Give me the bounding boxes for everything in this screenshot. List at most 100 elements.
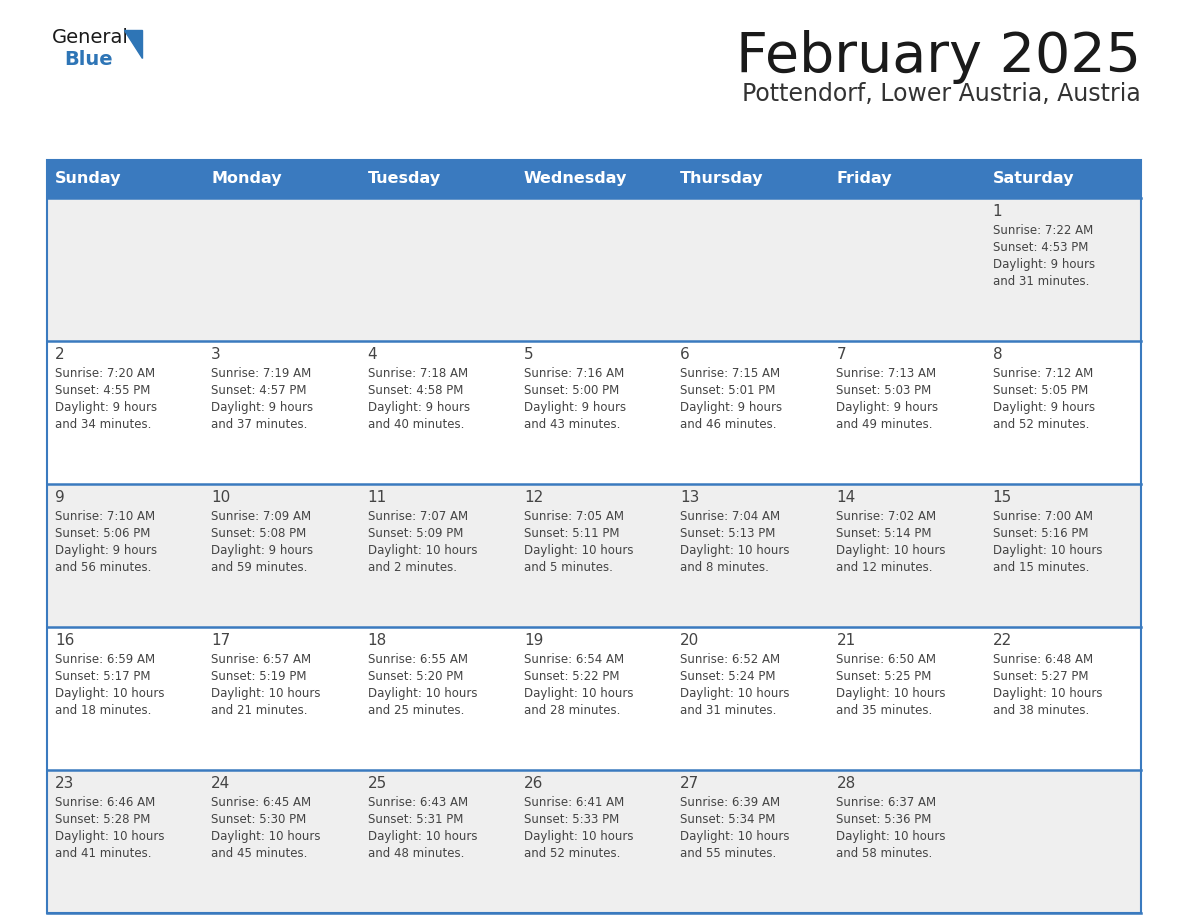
Text: Sunset: 5:33 PM: Sunset: 5:33 PM [524,813,619,826]
Text: Daylight: 9 hours: Daylight: 9 hours [836,401,939,414]
Text: Sunset: 5:31 PM: Sunset: 5:31 PM [367,813,463,826]
Text: and 59 minutes.: and 59 minutes. [211,561,308,574]
Text: and 8 minutes.: and 8 minutes. [681,561,769,574]
Text: 8: 8 [993,347,1003,362]
Text: 6: 6 [681,347,690,362]
Text: Sunrise: 6:41 AM: Sunrise: 6:41 AM [524,796,624,809]
Text: and 34 minutes.: and 34 minutes. [55,418,151,431]
Text: and 46 minutes.: and 46 minutes. [681,418,777,431]
Text: and 5 minutes.: and 5 minutes. [524,561,613,574]
Text: Daylight: 10 hours: Daylight: 10 hours [993,687,1102,700]
Text: Daylight: 10 hours: Daylight: 10 hours [681,687,790,700]
Bar [48,198,1140,341]
Text: Sunset: 5:36 PM: Sunset: 5:36 PM [836,813,931,826]
Text: Daylight: 9 hours: Daylight: 9 hours [524,401,626,414]
Text: Sunset: 5:30 PM: Sunset: 5:30 PM [211,813,307,826]
Text: Sunset: 5:03 PM: Sunset: 5:03 PM [836,384,931,397]
Text: Daylight: 10 hours: Daylight: 10 hours [55,830,164,843]
Text: Sunrise: 6:54 AM: Sunrise: 6:54 AM [524,653,624,666]
Text: 2: 2 [55,347,64,362]
Bar [48,160,1140,913]
Text: Sunrise: 7:13 AM: Sunrise: 7:13 AM [836,367,936,380]
Text: Sunset: 4:58 PM: Sunset: 4:58 PM [367,384,463,397]
Text: Daylight: 10 hours: Daylight: 10 hours [524,687,633,700]
Text: Sunrise: 7:16 AM: Sunrise: 7:16 AM [524,367,624,380]
Text: Sunrise: 6:48 AM: Sunrise: 6:48 AM [993,653,1093,666]
Text: Daylight: 9 hours: Daylight: 9 hours [55,544,157,557]
Text: and 2 minutes.: and 2 minutes. [367,561,456,574]
Text: General: General [52,28,128,47]
Text: Sunset: 5:09 PM: Sunset: 5:09 PM [367,527,463,540]
Text: Sunrise: 7:00 AM: Sunrise: 7:00 AM [993,510,1093,523]
Text: 21: 21 [836,633,855,648]
Text: Sunday: Sunday [55,172,121,186]
Text: Monday: Monday [211,172,282,186]
Text: 20: 20 [681,633,700,648]
Text: Daylight: 10 hours: Daylight: 10 hours [367,830,478,843]
Text: 4: 4 [367,347,378,362]
Text: Sunset: 5:06 PM: Sunset: 5:06 PM [55,527,151,540]
Text: Sunrise: 6:52 AM: Sunrise: 6:52 AM [681,653,781,666]
Text: Pottendorf, Lower Austria, Austria: Pottendorf, Lower Austria, Austria [742,82,1140,106]
Text: 7: 7 [836,347,846,362]
Bar [48,341,1140,484]
Text: Sunrise: 7:12 AM: Sunrise: 7:12 AM [993,367,1093,380]
Bar [48,484,1140,627]
Bar [203,160,360,198]
Text: Sunrise: 6:55 AM: Sunrise: 6:55 AM [367,653,468,666]
Text: 28: 28 [836,776,855,791]
Text: Sunrise: 6:43 AM: Sunrise: 6:43 AM [367,796,468,809]
Text: and 12 minutes.: and 12 minutes. [836,561,933,574]
Text: 16: 16 [55,633,75,648]
Text: and 38 minutes.: and 38 minutes. [993,704,1089,717]
Text: Daylight: 10 hours: Daylight: 10 hours [367,544,478,557]
Text: Daylight: 10 hours: Daylight: 10 hours [211,830,321,843]
Text: 15: 15 [993,490,1012,505]
Text: Sunset: 4:57 PM: Sunset: 4:57 PM [211,384,307,397]
Bar [828,160,985,198]
Text: Daylight: 10 hours: Daylight: 10 hours [524,830,633,843]
Text: and 25 minutes.: and 25 minutes. [367,704,465,717]
Text: Daylight: 10 hours: Daylight: 10 hours [681,544,790,557]
Text: Sunset: 5:19 PM: Sunset: 5:19 PM [211,670,307,683]
Text: Sunset: 4:55 PM: Sunset: 4:55 PM [55,384,151,397]
Text: and 28 minutes.: and 28 minutes. [524,704,620,717]
Text: and 55 minutes.: and 55 minutes. [681,847,777,860]
Text: Daylight: 9 hours: Daylight: 9 hours [993,258,1095,271]
Text: Sunset: 4:53 PM: Sunset: 4:53 PM [993,241,1088,254]
Text: Sunset: 5:14 PM: Sunset: 5:14 PM [836,527,931,540]
Text: and 56 minutes.: and 56 minutes. [55,561,151,574]
Text: and 40 minutes.: and 40 minutes. [367,418,465,431]
Text: Blue: Blue [64,50,113,69]
Text: Sunset: 5:25 PM: Sunset: 5:25 PM [836,670,931,683]
Text: Daylight: 9 hours: Daylight: 9 hours [993,401,1095,414]
Text: Daylight: 9 hours: Daylight: 9 hours [55,401,157,414]
Text: and 52 minutes.: and 52 minutes. [993,418,1089,431]
Text: 10: 10 [211,490,230,505]
Text: Sunset: 5:00 PM: Sunset: 5:00 PM [524,384,619,397]
Text: Sunrise: 7:04 AM: Sunrise: 7:04 AM [681,510,781,523]
Bar [672,160,828,198]
Text: and 58 minutes.: and 58 minutes. [836,847,933,860]
Text: 13: 13 [681,490,700,505]
Text: Sunrise: 7:19 AM: Sunrise: 7:19 AM [211,367,311,380]
Text: 9: 9 [55,490,65,505]
Text: Sunrise: 7:10 AM: Sunrise: 7:10 AM [55,510,156,523]
Text: and 31 minutes.: and 31 minutes. [993,275,1089,288]
Text: Wednesday: Wednesday [524,172,627,186]
Text: Daylight: 10 hours: Daylight: 10 hours [524,544,633,557]
Text: Sunset: 5:24 PM: Sunset: 5:24 PM [681,670,776,683]
Text: Daylight: 10 hours: Daylight: 10 hours [367,687,478,700]
Text: and 48 minutes.: and 48 minutes. [367,847,465,860]
Text: 17: 17 [211,633,230,648]
Text: 5: 5 [524,347,533,362]
Text: Sunrise: 7:18 AM: Sunrise: 7:18 AM [367,367,468,380]
Text: Daylight: 9 hours: Daylight: 9 hours [367,401,469,414]
Text: 25: 25 [367,776,387,791]
Bar [48,160,203,198]
Text: and 35 minutes.: and 35 minutes. [836,704,933,717]
Text: Sunrise: 7:05 AM: Sunrise: 7:05 AM [524,510,624,523]
Text: Sunrise: 6:50 AM: Sunrise: 6:50 AM [836,653,936,666]
Text: Sunrise: 7:09 AM: Sunrise: 7:09 AM [211,510,311,523]
Text: Sunset: 5:20 PM: Sunset: 5:20 PM [367,670,463,683]
